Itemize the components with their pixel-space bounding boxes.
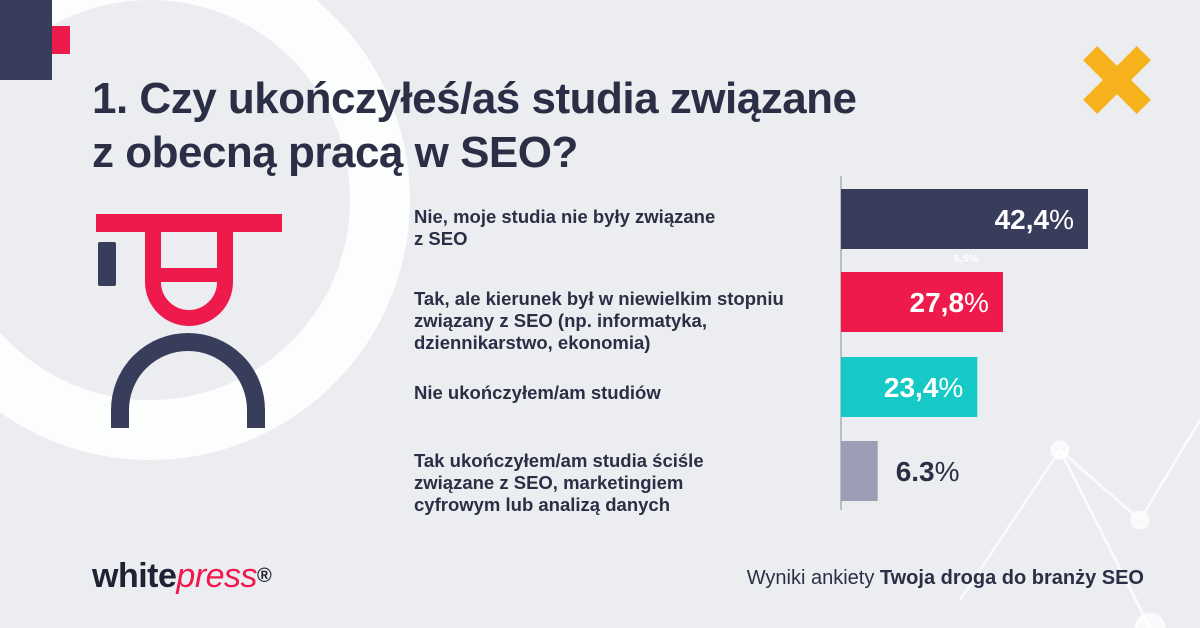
value-labels-group: 42,4% 27,8% 23,4% 6.3%: [884, 204, 1074, 487]
category-label-line: cyfrowym lub analizą danych: [414, 494, 670, 515]
bar-1: [841, 189, 1088, 249]
logo-registered-mark: ®: [257, 565, 272, 587]
bar-value-label-3: 23,4%: [884, 372, 963, 403]
bar-3: [841, 357, 978, 417]
decor-navy-square: [0, 0, 52, 80]
title-line-2: z obecną pracą w SEO?: [92, 128, 578, 177]
footer-survey-name: Twoja droga do branży SEO: [879, 567, 1144, 589]
graduate-icon: [96, 214, 282, 428]
title-line-1: 1. Czy ukończyłeś/aś studia związane: [92, 74, 857, 123]
category-label-4: Tak ukończyłem/am studia ściśle związane…: [414, 450, 834, 516]
decor-yellow-cross: [1083, 46, 1151, 114]
category-label-1: Nie, moje studia nie były związane z SEO: [414, 206, 834, 250]
bar-value-label-1: 42,4%: [995, 204, 1074, 235]
footer-caption: Wyniki ankiety Twoja droga do branży SEO: [747, 566, 1144, 590]
decor-network-lines: [958, 419, 1200, 628]
page-title: 1. Czy ukończyłeś/aś studia związane z o…: [92, 72, 992, 180]
bar-4: [841, 441, 878, 501]
category-label-line: Tak, ale kierunek był w niewielkim stopn…: [414, 288, 784, 309]
category-label-line: dziennikarstwo, ekonomia): [414, 332, 651, 353]
category-label-line: Nie, moje studia nie były związane: [414, 206, 716, 227]
bar-value-label-4: 6.3%: [896, 456, 960, 487]
category-label-2: Tak, ale kierunek był w niewielkim stopn…: [414, 288, 834, 354]
whitepress-logo: whitepress®: [92, 556, 272, 596]
decor-red-square: [52, 26, 70, 54]
logo-white: white: [92, 557, 177, 595]
category-label-line: Nie ukończyłem/am studiów: [414, 382, 661, 403]
bars-group: [841, 189, 1088, 501]
stray-value-label: 6,5%: [953, 253, 978, 265]
category-label-line: Tak ukończyłem/am studia ściśle: [414, 450, 704, 471]
bar-value-label-2: 27,8%: [910, 287, 989, 318]
category-label-line: związany z SEO (np. informatyka,: [414, 310, 707, 331]
category-label-line: z SEO: [414, 228, 468, 249]
footer-prefix: Wyniki ankiety: [746, 567, 880, 589]
category-label-line: związane z SEO, marketingiem: [414, 472, 684, 493]
logo-press: press: [176, 557, 258, 595]
category-label-3: Nie ukończyłem/am studiów: [414, 382, 834, 404]
decor-circle: [0, 0, 410, 460]
bar-2: [841, 272, 1003, 332]
